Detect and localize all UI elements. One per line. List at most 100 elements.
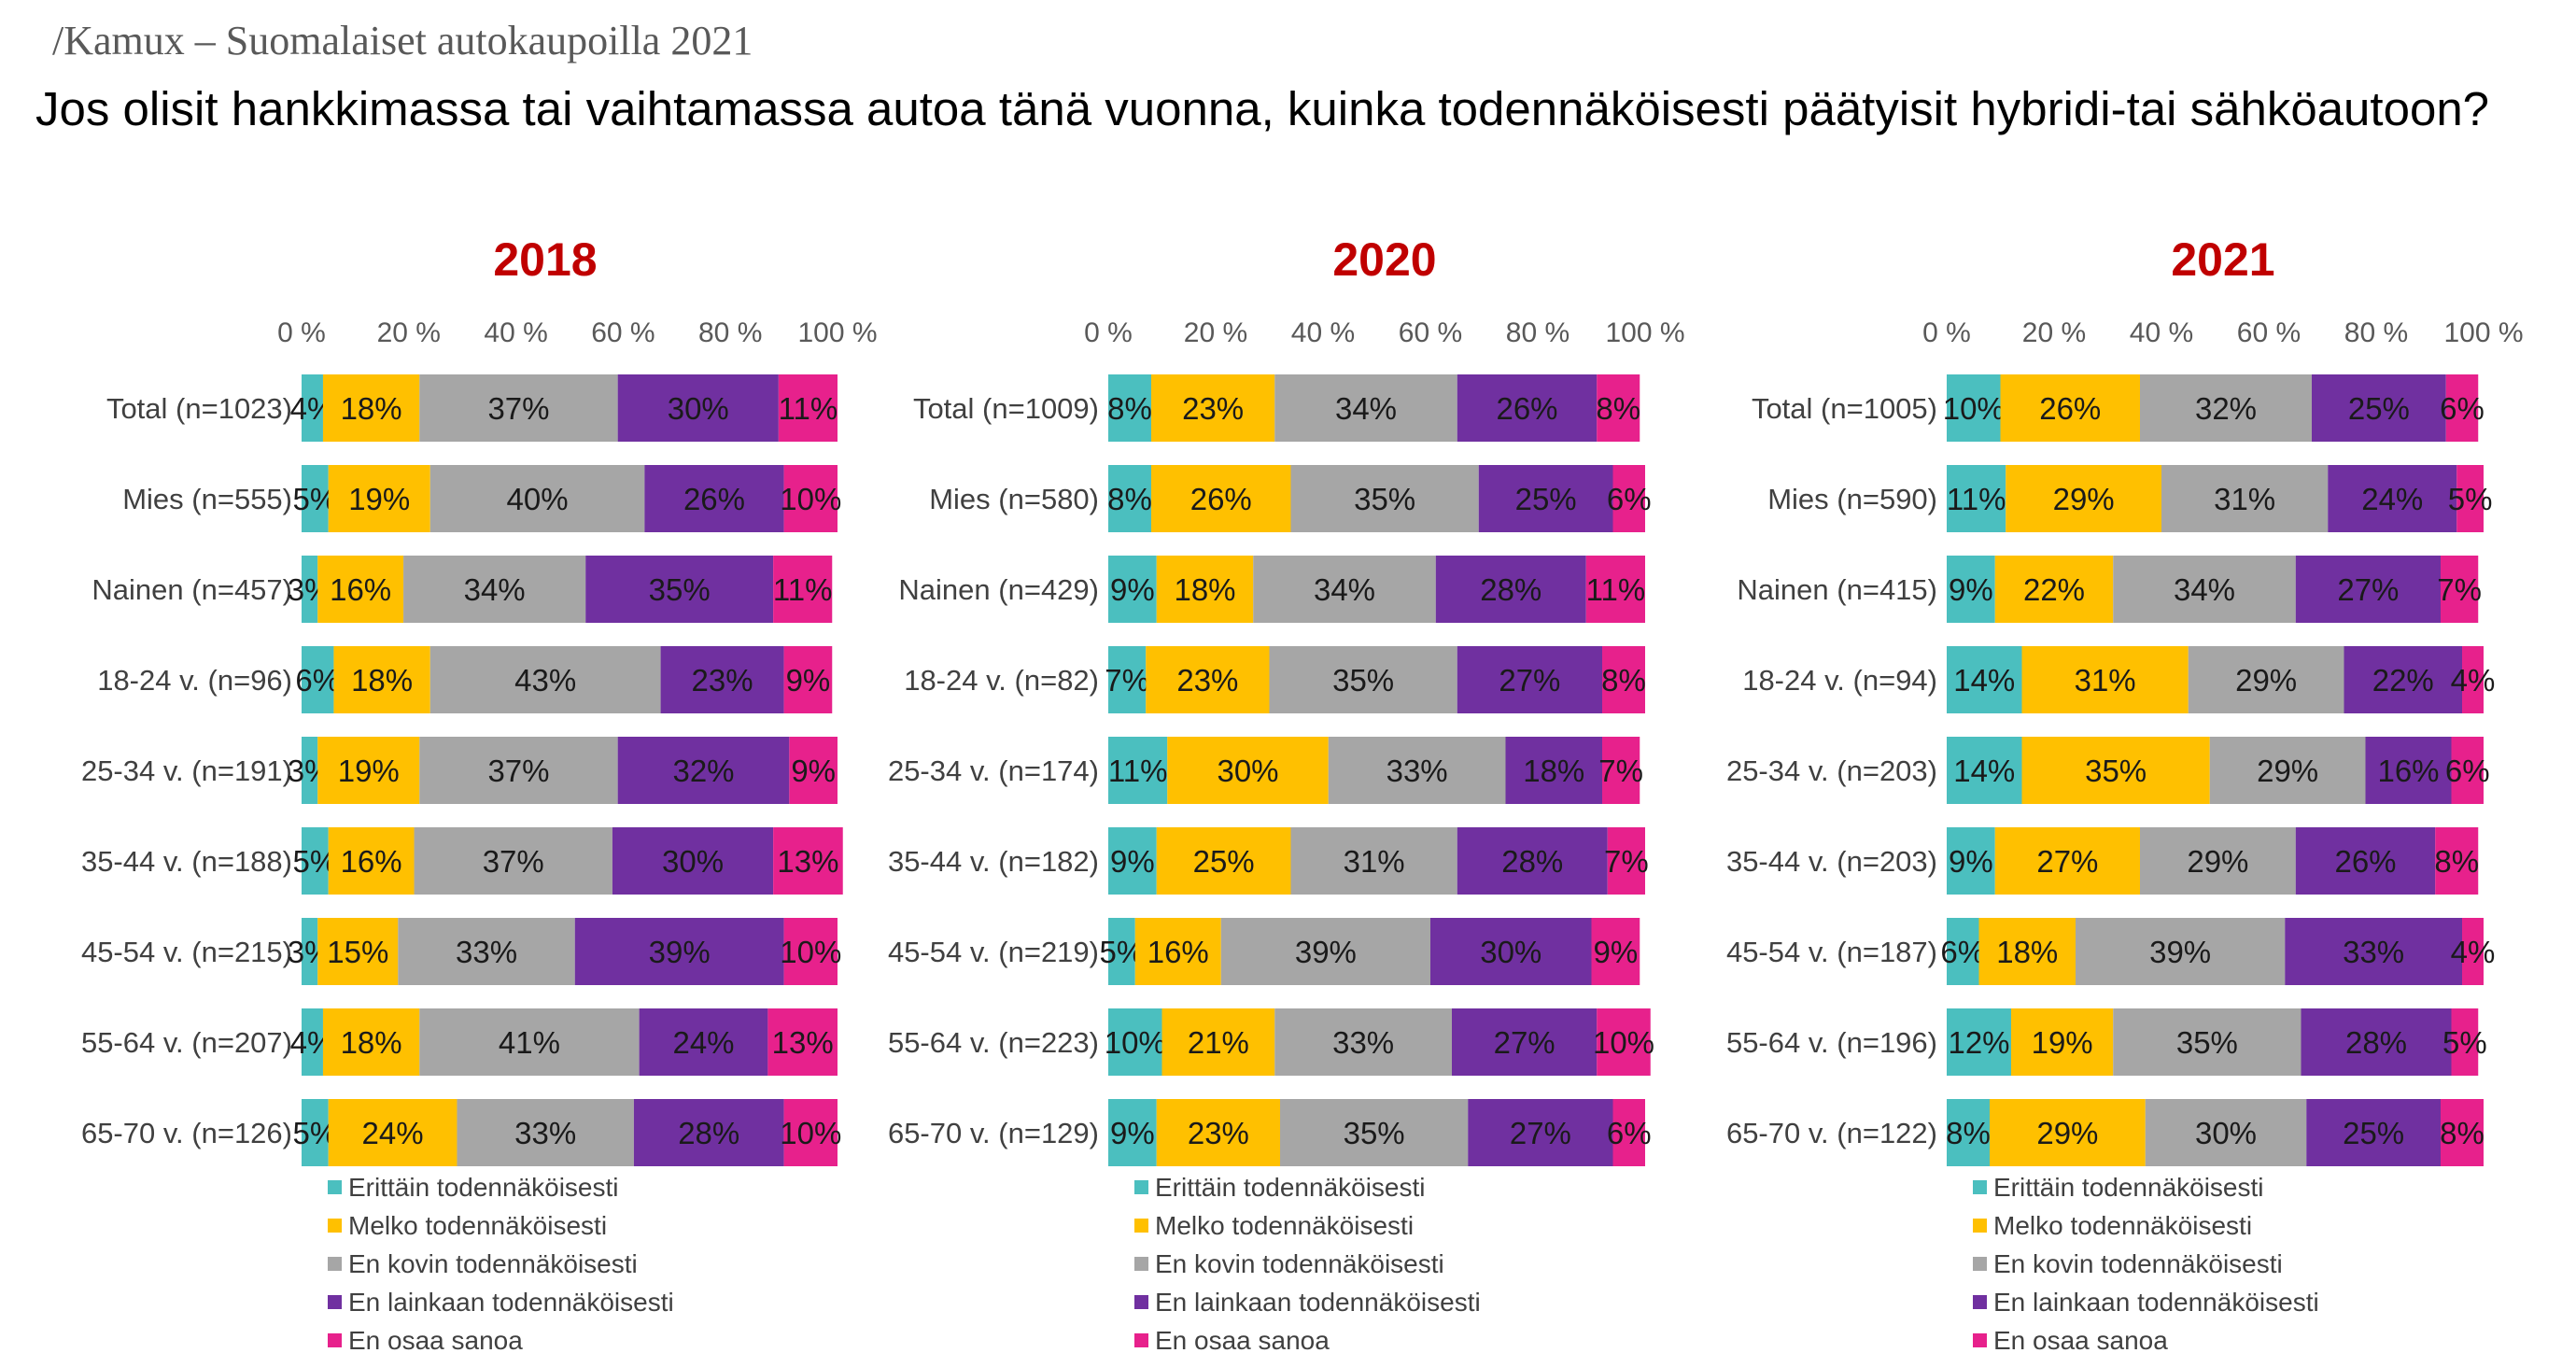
legend-swatch bbox=[1134, 1333, 1148, 1347]
x-tick-label: 0 % bbox=[1084, 317, 1133, 348]
bar-segment bbox=[302, 1008, 323, 1076]
data-label: 23% bbox=[1182, 391, 1244, 426]
category-label: Total (n=1005) bbox=[1752, 392, 1937, 425]
bar-segment bbox=[2113, 1008, 2302, 1076]
data-label: 6% bbox=[2440, 391, 2485, 426]
data-label: 35% bbox=[2085, 754, 2147, 788]
data-label: 25% bbox=[1515, 482, 1577, 516]
legend-swatch bbox=[1134, 1295, 1148, 1309]
bar-segment bbox=[429, 465, 645, 532]
legend-label: Erittäin todennäköisesti bbox=[1993, 1173, 2264, 1202]
category-label: Nainen (n=415) bbox=[1737, 573, 1937, 606]
bar-segment bbox=[2441, 1099, 2484, 1166]
data-label: 8% bbox=[1107, 482, 1152, 516]
category-label: Mies (n=555) bbox=[122, 483, 292, 515]
data-label: 29% bbox=[2257, 754, 2318, 788]
data-label: 19% bbox=[348, 482, 410, 516]
data-label: 12% bbox=[1948, 1025, 2009, 1060]
x-tick-label: 80 % bbox=[2344, 317, 2408, 348]
data-label: 6% bbox=[1607, 1116, 1652, 1150]
data-label: 25% bbox=[2343, 1116, 2404, 1150]
bar-segment bbox=[2328, 465, 2457, 532]
bar-segment bbox=[322, 1008, 420, 1076]
x-tick-label: 20 % bbox=[377, 317, 441, 348]
legend-swatch bbox=[1973, 1180, 1987, 1194]
bar-segment bbox=[1156, 1099, 1280, 1166]
bar-segment bbox=[1947, 646, 2022, 713]
bar-segment bbox=[302, 737, 318, 804]
bar-segment bbox=[302, 918, 318, 985]
data-label: 5% bbox=[2442, 1025, 2487, 1060]
bar-segment bbox=[2295, 556, 2441, 623]
bar-segment bbox=[660, 646, 784, 713]
bar-segment bbox=[2113, 556, 2296, 623]
data-label: 26% bbox=[1190, 482, 1252, 516]
category-label: 45-54 v. (n=187) bbox=[1726, 936, 1937, 968]
bar-segment bbox=[1452, 1008, 1598, 1076]
data-label: 10% bbox=[1943, 391, 2005, 426]
bar-segment bbox=[1947, 737, 2022, 804]
bar-segment bbox=[1990, 1099, 2146, 1166]
data-label: 24% bbox=[672, 1025, 734, 1060]
bar-segment bbox=[1978, 918, 2076, 985]
legend-label: En lainkaan todennäköisesti bbox=[1993, 1288, 2319, 1317]
data-label: 9% bbox=[786, 663, 831, 698]
bar-segment bbox=[1269, 646, 1457, 713]
bar-segment bbox=[302, 1099, 329, 1166]
bar-segment bbox=[1161, 1008, 1275, 1076]
x-tick-label: 20 % bbox=[1184, 317, 1247, 348]
category-label: 35-44 v. (n=182) bbox=[888, 845, 1099, 878]
bar-segment bbox=[328, 465, 430, 532]
data-label: 13% bbox=[777, 844, 838, 879]
bar-segment bbox=[1108, 918, 1135, 985]
data-label: 27% bbox=[2337, 572, 2399, 607]
legend-label: Erittäin todennäköisesti bbox=[1155, 1173, 1426, 1202]
data-label: 11% bbox=[779, 391, 838, 426]
bar-segment bbox=[1108, 556, 1157, 623]
bar-segment bbox=[2306, 1099, 2441, 1166]
bar-segment bbox=[1253, 556, 1436, 623]
bar-segment bbox=[783, 918, 838, 985]
data-label: 33% bbox=[2343, 935, 2404, 969]
category-label: 25-34 v. (n=191) bbox=[81, 754, 292, 787]
x-tick-label: 80 % bbox=[698, 317, 762, 348]
data-label: 26% bbox=[1496, 391, 1557, 426]
legend-label: En osaa sanoa bbox=[348, 1326, 523, 1353]
bar-segment bbox=[2021, 737, 2210, 804]
bar-segment bbox=[574, 918, 784, 985]
data-label: 34% bbox=[464, 572, 526, 607]
bar-segment bbox=[2145, 1099, 2307, 1166]
data-label: 13% bbox=[772, 1025, 834, 1060]
data-label: 6% bbox=[2445, 754, 2490, 788]
data-label: 16% bbox=[341, 844, 402, 879]
bar-segment bbox=[1108, 465, 1151, 532]
data-label: 31% bbox=[2075, 663, 2136, 698]
bar-segment bbox=[1108, 827, 1157, 895]
data-label: 35% bbox=[1332, 663, 1394, 698]
data-label: 11% bbox=[1108, 754, 1168, 788]
data-label: 6% bbox=[1607, 482, 1652, 516]
data-label: 33% bbox=[456, 935, 517, 969]
bar-segment bbox=[2462, 646, 2484, 713]
data-label: 26% bbox=[2039, 391, 2101, 426]
bar-segment bbox=[302, 556, 318, 623]
x-tick-label: 0 % bbox=[277, 317, 326, 348]
bar-segment bbox=[302, 646, 334, 713]
data-label: 19% bbox=[338, 754, 400, 788]
x-tick-label: 60 % bbox=[1399, 317, 1462, 348]
chart-title: 2021 bbox=[2171, 233, 2274, 286]
x-tick-label: 40 % bbox=[484, 317, 547, 348]
data-label: 11% bbox=[773, 572, 833, 607]
question-title: Jos olisit hankkimassa tai vaihtamassa a… bbox=[35, 82, 2490, 135]
bar-segment bbox=[783, 646, 833, 713]
category-label: 55-64 v. (n=196) bbox=[1726, 1026, 1937, 1059]
data-label: 34% bbox=[1314, 572, 1375, 607]
bar-segment bbox=[1108, 646, 1147, 713]
category-label: 65-70 v. (n=122) bbox=[1726, 1117, 1937, 1149]
category-label: Nainen (n=429) bbox=[898, 573, 1099, 606]
data-label: 9% bbox=[1110, 844, 1155, 879]
data-label: 41% bbox=[499, 1025, 560, 1060]
data-label: 15% bbox=[327, 935, 388, 969]
chart-2018: 2018 0 % 20 % 40 % 60 % 80 % 100 % Total (n=102… bbox=[81, 233, 878, 1353]
